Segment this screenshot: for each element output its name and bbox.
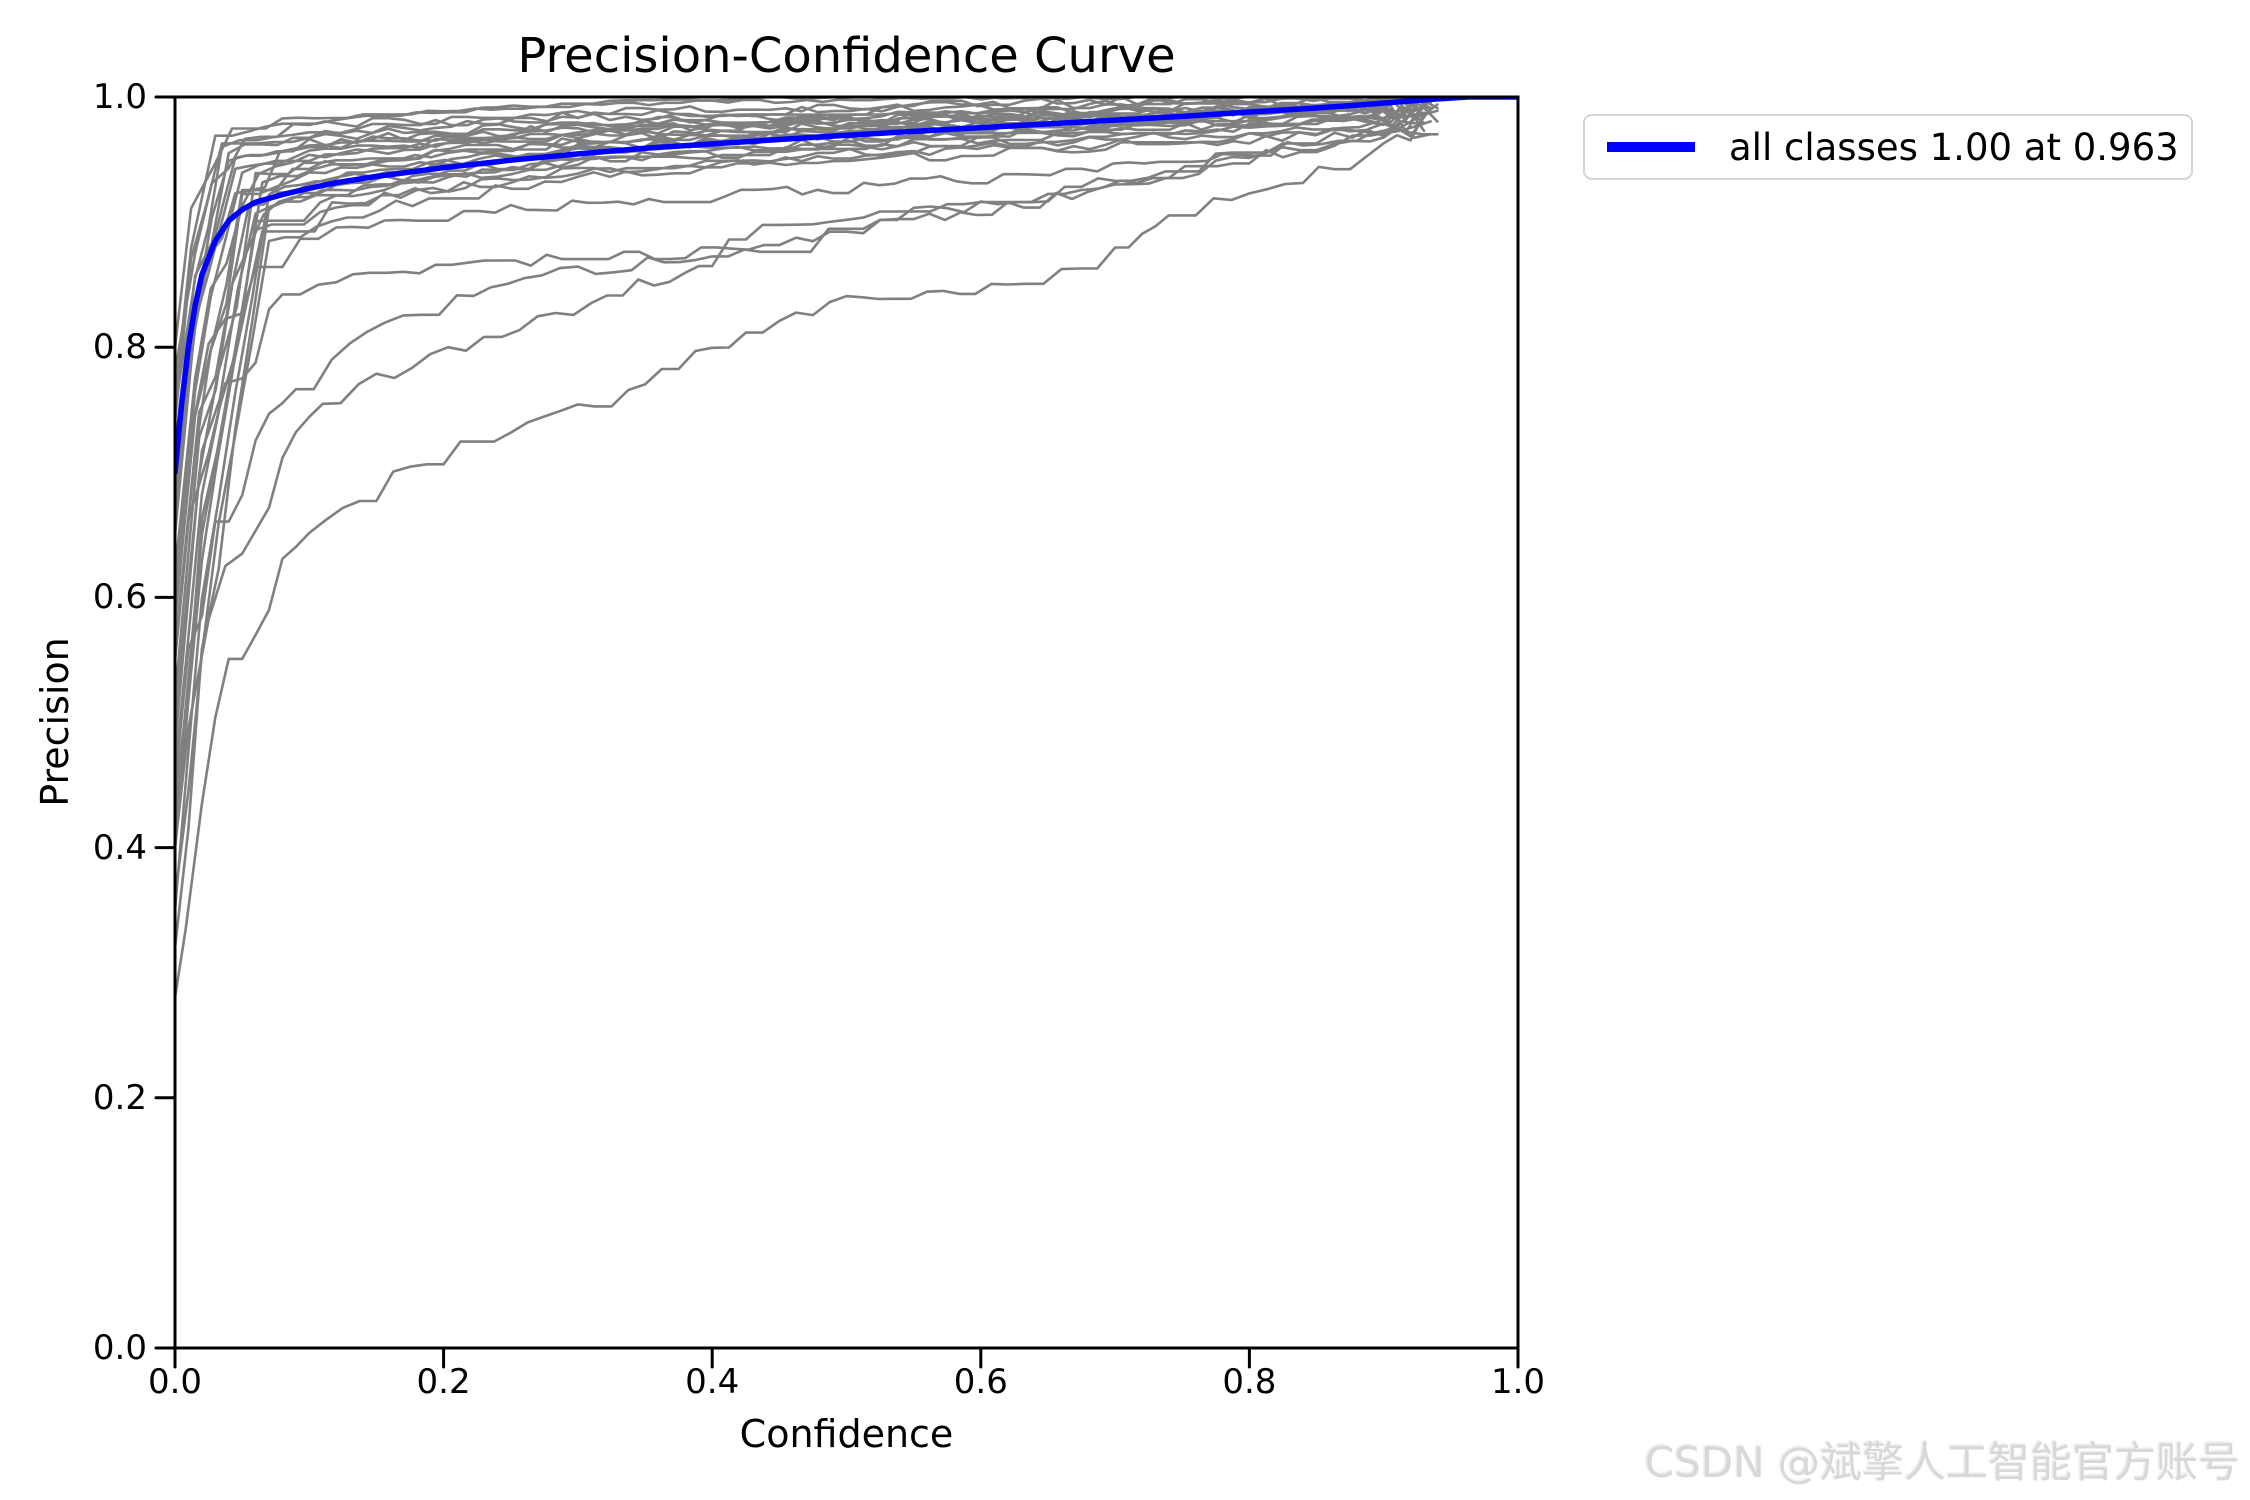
legend: all classes 1.00 at 0.963 (1583, 114, 2193, 180)
class-curve (175, 113, 1426, 999)
y-axis-label: Precision (33, 637, 77, 807)
class-curve (175, 97, 1439, 524)
class-curve (175, 101, 1432, 849)
class-curve (175, 121, 1439, 824)
class-curve (175, 97, 1419, 412)
x-tick-label: 1.0 (1490, 1362, 1546, 1402)
curves-group (175, 97, 1518, 999)
x-tick-label: 0.2 (416, 1362, 471, 1402)
x-tick-label: 0.8 (1222, 1362, 1277, 1402)
class-curve (175, 97, 1426, 424)
class-curve (175, 120, 1419, 799)
x-tick-label: 0.0 (147, 1362, 203, 1402)
class-curve (175, 97, 1412, 537)
plot-frame (173, 95, 1520, 1350)
class-curve (175, 108, 1426, 912)
class-curve (175, 106, 1432, 849)
y-tick-label: 0.8 (92, 327, 147, 368)
y-tick-label: 0.6 (92, 577, 147, 618)
y-tick-label: 0.4 (92, 827, 147, 868)
watermark: CSDN @斌擎人工智能官方账号 (1644, 1438, 2240, 1487)
legend-line-swatch (1607, 142, 1695, 152)
legend-label: all classes 1.00 at 0.963 (1729, 125, 2179, 169)
class-curve (175, 103, 1426, 599)
y-tick-label: 0.0 (92, 1328, 147, 1368)
class-curve (175, 103, 1439, 949)
x-tick-label: 0.6 (953, 1362, 1008, 1402)
x-axis-label: Confidence (739, 1412, 954, 1456)
class-curve (175, 105, 1419, 774)
all-classes-curve (175, 97, 1518, 476)
class-curve (175, 97, 1426, 374)
y-tick-label: 1.0 (92, 77, 147, 117)
y-tick-label: 0.2 (92, 1077, 147, 1118)
class-curve (175, 107, 1426, 649)
class-curve (175, 120, 1432, 662)
axes-group (154, 95, 1520, 1369)
class-curve (175, 127, 1432, 899)
chart-title: Precision-Confidence Curve (517, 28, 1176, 84)
x-tick-label: 0.4 (685, 1362, 740, 1402)
